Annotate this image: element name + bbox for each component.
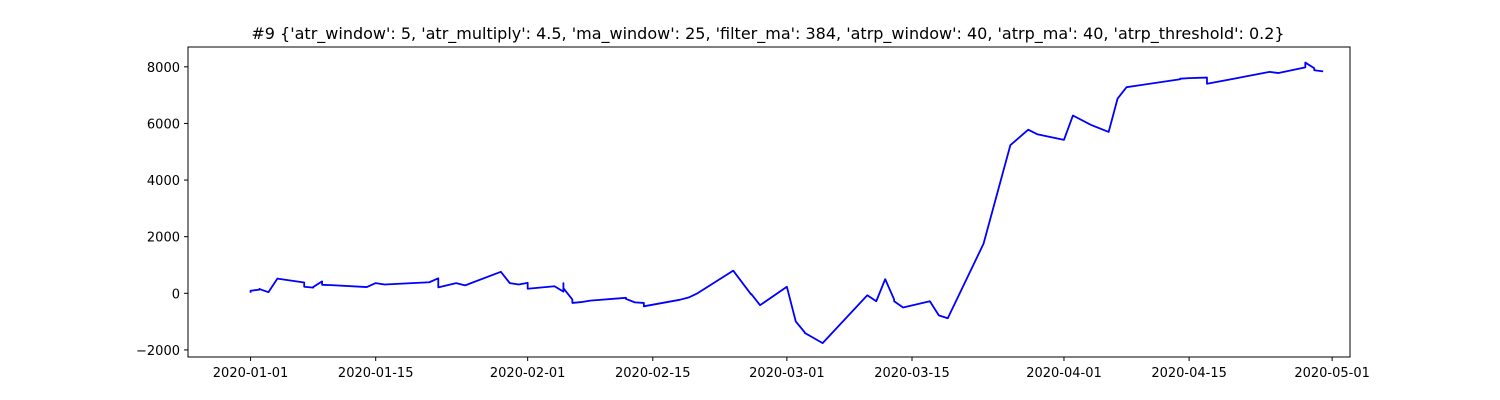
y-tick-label: 8000 xyxy=(147,61,180,76)
x-tick-label: 2020-03-15 xyxy=(874,366,950,381)
y-tick-label: 6000 xyxy=(147,117,180,132)
x-tick-label: 2020-04-01 xyxy=(1026,366,1102,381)
x-tick-label: 2020-03-01 xyxy=(749,366,825,381)
y-tick-label: −2000 xyxy=(136,344,180,359)
y-tick-label: 2000 xyxy=(147,231,180,246)
plot-area xyxy=(249,61,1324,345)
x-tick-label: 2020-05-01 xyxy=(1294,366,1370,381)
chart-title: #9 {'atr_window': 5, 'atr_multiply': 4.5… xyxy=(251,24,1284,44)
plot-frame xyxy=(187,46,1351,358)
x-tick-label: 2020-02-01 xyxy=(490,366,566,381)
y-tick-label: 4000 xyxy=(147,174,180,189)
x-tick-label: 2020-01-15 xyxy=(338,366,414,381)
y-tick-label: 0 xyxy=(172,287,180,302)
x-tick-label: 2020-01-01 xyxy=(213,366,289,381)
x-tick-label: 2020-02-15 xyxy=(615,366,691,381)
x-tick-label: 2020-04-15 xyxy=(1151,366,1227,381)
series-line-0 xyxy=(249,61,1324,345)
axes: 2020-01-01 2020-01-15 2020-02-01 2020-02-15… xyxy=(136,46,1370,381)
